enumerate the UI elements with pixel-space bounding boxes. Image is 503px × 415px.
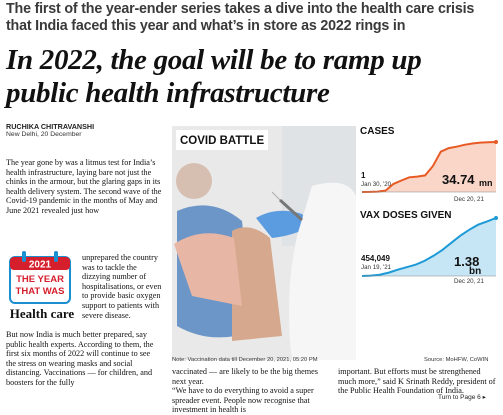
cases-series-line [361,141,497,193]
vax-start-date: Jan 19, '21 [361,264,392,271]
vax-start-value: 454,049 [361,254,390,263]
vax-end-date: Dec 20, 21 [454,278,484,285]
badge-line2: THAT WAS [16,286,65,297]
badge-section: Health care [10,306,75,321]
cases-end-date: Dec 20, 21 [454,196,484,203]
vax-end-value: 1.38 [454,254,480,269]
headline: In 2022, the goal will be to ramp up pub… [6,44,422,109]
vax-chart: VAX DOSES GIVEN 454,049 Jan 19, '21 1.38… [358,210,500,350]
cases-chart-svg [361,140,498,193]
cases-chart-title: CASES [360,126,395,137]
cases-series-end-point [494,140,498,144]
article-col1-bottom: But now India is much better prepared, s… [6,330,154,387]
vaccination-photo [172,126,356,360]
vax-chart-title: VAX DOSES GIVEN [360,210,452,221]
vax-chart-svg [361,216,498,277]
badge-year: 2021 [29,260,52,271]
year-badge: 2021 THE YEAR THAT WAS Health care [6,247,78,325]
data-source: Source: MoHFW, CoWIN [424,357,489,363]
cases-end-unit: mn [479,178,493,188]
cases-start-value: 1 [361,171,366,180]
byline-dateline: New Delhi, 20 December [6,131,82,138]
vaccination-note: Note: Vaccination data till December 20,… [172,357,318,363]
turn-to-page-link[interactable]: Turn to Page 6 ▸ [438,394,486,401]
badge-line1: THE YEAR [16,274,64,285]
vax-end-unit: bn [469,266,482,277]
article-col2: vaccinated — are likely to be the big th… [172,367,318,415]
covid-title: COVID BATTLE [180,135,265,147]
article-col1-top: The year gone by was a litmus test for I… [6,158,162,215]
cases-start-date: Jan 30, '20 [361,181,392,188]
article-col1-wrap: unprepared the country was to tackle the… [82,253,162,320]
vax-series-area [362,218,496,276]
article-col3: important. But efforts must be strengthe… [338,367,496,396]
covid-title-box: COVID BATTLE [176,130,269,150]
calendar-icon: 2021 THE YEAR THAT WAS Health care [9,251,75,321]
vax-series-end-point [494,216,498,220]
byline-author: RUCHIKA CHITRAVANSHI [6,122,95,131]
cases-chart: CASES 1 Jan 30, '20 34.74 mn Dec 20, 21 [358,126,500,210]
kicker: The first of the year-ender series takes… [6,1,475,34]
cases-series-area [362,142,496,192]
covid-photo: COVID BATTLE [172,126,356,360]
cases-end-value: 34.74 [442,172,475,187]
vax-series-line [361,217,497,277]
